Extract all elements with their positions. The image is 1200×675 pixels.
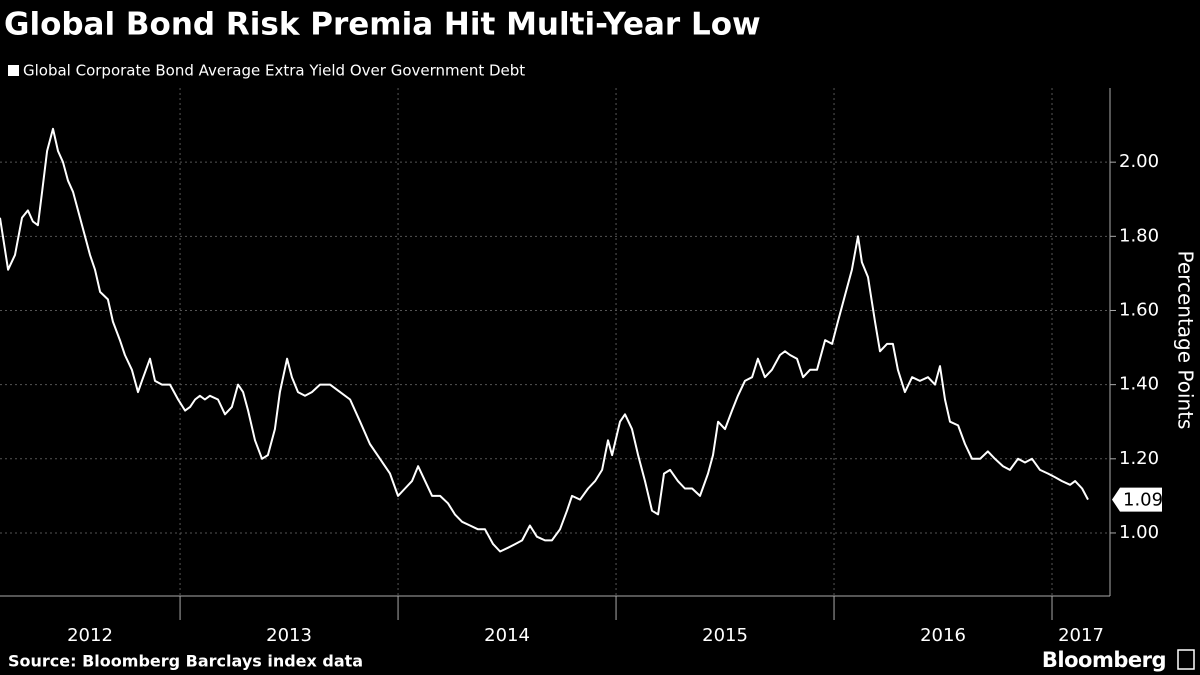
x-tick-label: 2013: [266, 625, 312, 646]
source: Source: Bloomberg Barclays index data: [8, 652, 363, 671]
x-tick-label: 2014: [484, 625, 530, 646]
y-axis-label: Percentage Points: [1174, 251, 1198, 430]
last-value-callout: [1112, 487, 1162, 512]
x-tick-label: 2012: [67, 625, 113, 646]
y-tick-label: 1.80: [1119, 225, 1159, 246]
data-line: [0, 127, 1089, 553]
legend-label: Global Corporate Bond Average Extra Yiel…: [23, 62, 525, 80]
legend-swatch: [8, 65, 19, 76]
y-tick-label: 1.40: [1119, 374, 1159, 395]
y-tick-label: 2.00: [1119, 151, 1159, 172]
y-tick-label: 1.20: [1119, 448, 1159, 469]
logo: Bloomberg: [1042, 648, 1166, 672]
logo-icon: [1177, 649, 1195, 670]
x-tick-label: 2016: [920, 625, 966, 646]
x-tick-label: 2015: [702, 625, 748, 646]
chart-title: Global Bond Risk Premia Hit Multi-Year L…: [4, 7, 761, 43]
y-tick-label: 1.00: [1119, 522, 1159, 543]
last-value-label: 1.09: [1123, 490, 1163, 511]
y-tick-label: 1.60: [1119, 299, 1159, 320]
x-tick-label: 2017: [1058, 625, 1104, 646]
